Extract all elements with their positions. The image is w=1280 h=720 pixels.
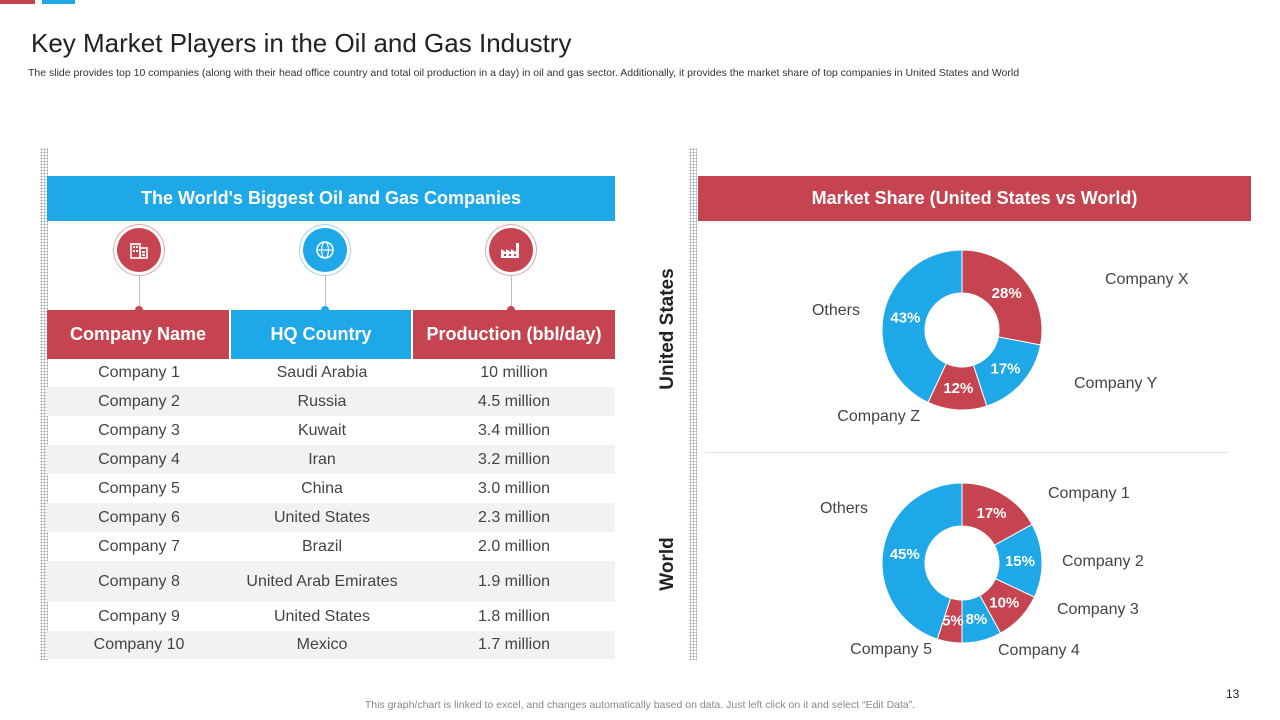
donut-data-label: 28% [992,285,1022,302]
footer-note: This graph/chart is linked to excel, and… [364,699,916,711]
cell-production: 3.4 million [477,421,551,439]
donut-category-label: Company Y [1074,375,1158,392]
market-share-donut-charts: 28% Company X 17% Company Y 12% Company Z 43% O… [812,249,1189,659]
accent-bar-red [0,0,35,4]
donut-category-label: Company 3 [1057,601,1139,618]
table-row: Company 1 Saudi Arabia 10 million [47,359,615,387]
donut-slice-others [881,482,963,640]
donut-data-label: 45% [890,546,920,563]
dotted-divider-left [40,148,48,660]
cell-country: United States [273,508,371,526]
cell-company: Company 6 [98,508,180,526]
market-share-header: Market Share (United States vs World) [698,176,1251,221]
donut-category-label: Others [820,500,868,517]
donut-category-label: Company 1 [1048,485,1130,502]
cell-production: 4.5 million [477,392,551,410]
page-number: 13 [1226,687,1240,701]
cell-company: Company 4 [98,450,180,468]
table-header: The World's Biggest Oil and Gas Companie… [47,176,615,221]
col-header-production: Production (bbl/day) [413,310,615,359]
donut-category-label: Company 5 [850,641,932,658]
section-divider [705,452,1227,453]
cell-company: Company 2 [98,392,180,410]
table-row: Company 8 United Arab Emirates 1.9 milli… [47,561,615,602]
globe-icon [303,228,347,272]
cell-country: China [301,479,343,497]
cell-company: Company 8 [98,572,180,590]
cell-country: United Arab Emirates [246,572,398,590]
table-row: Company 10 Mexico 1.7 million [47,631,615,659]
col-header-company-name: Company Name [47,310,229,359]
table-row: Company 4 Iran 3.2 million [47,445,615,474]
factory-icon [489,228,533,272]
donut-data-label: 17% [977,505,1007,522]
donut-category-label: Others [812,302,860,319]
cell-company: Company 5 [98,479,180,497]
cell-production: 1.9 million [477,572,551,590]
donut-data-label: 8% [966,611,988,628]
cell-country: Kuwait [297,421,347,439]
donut-slice-company-x [961,249,1043,346]
cell-country: United States [273,607,371,625]
page-title: Key Market Players in the Oil and Gas In… [31,28,572,58]
cell-production: 10 million [480,364,548,381]
cell-production: 3.0 million [477,479,551,497]
cell-company: Company 7 [98,537,180,555]
cell-company: Company 9 [98,607,180,625]
donut-category-label: Company 2 [1062,553,1144,570]
cell-company: Company 10 [93,636,185,653]
cell-production: 1.8 million [477,607,551,625]
table-row: Company 3 Kuwait 3.4 million [47,416,615,445]
dotted-divider-middle [689,148,697,660]
icon-stem [511,275,512,309]
cell-country: Brazil [301,537,342,555]
cell-country: Russia [297,392,347,410]
donut-category-label: Company X [1105,271,1189,288]
donut-data-label: 5% [942,612,964,629]
table-row: Company 9 United States 1.8 million [47,602,615,631]
cell-production: 3.2 million [477,450,551,468]
icon-stem [325,275,326,309]
world-label: World [657,537,678,591]
cell-country: Iran [308,450,336,468]
cell-production: 1.7 million [477,636,551,653]
donut-data-label: 12% [943,380,973,397]
table-row: Company 5 China 3.0 million [47,474,615,503]
donut-slice-others [881,249,963,404]
cell-production: 2.0 million [477,537,551,555]
building-icon [117,228,161,272]
cell-company: Company 3 [98,421,180,439]
col-header-hq-country: HQ Country [231,310,411,359]
united-states-label: United States [657,268,678,390]
icon-stem [139,275,140,309]
donut-category-label: Company Z [837,408,920,425]
donut-data-label: 10% [989,595,1019,612]
cell-production: 2.3 million [477,508,551,526]
page-subtitle: The slide provides top 10 companies (alo… [28,67,1020,79]
cell-country: Mexico [296,636,348,653]
donut-data-label: 15% [1005,553,1035,570]
cell-company: Company 1 [98,364,180,381]
donut-data-label: 17% [990,360,1020,377]
donut-data-label: 43% [890,309,920,326]
table-row: Company 7 Brazil 2.0 million [47,532,615,561]
donut-category-label: Company 4 [998,642,1080,659]
table-row: Company 2 Russia 4.5 million [47,387,615,416]
accent-bar-blue [42,0,75,4]
cell-country: Saudi Arabia [276,364,368,381]
table-row: Company 6 United States 2.3 million [47,503,615,532]
